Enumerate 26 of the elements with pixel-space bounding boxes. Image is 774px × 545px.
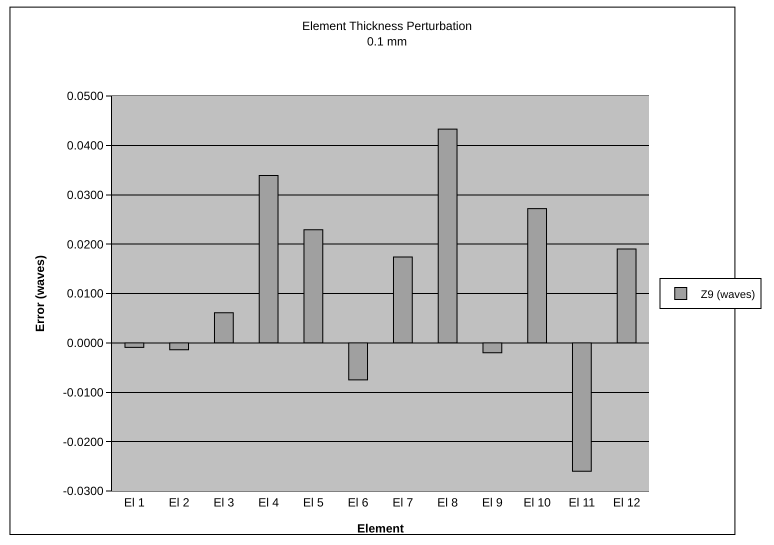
x-tick-label: El 5	[303, 495, 324, 510]
x-tick-label: El 1	[124, 495, 146, 510]
x-tick-label: El 4	[258, 495, 280, 510]
x-tick-label: El 10	[523, 495, 552, 510]
x-tick-label: El 9	[482, 495, 504, 510]
x-tick-label: El 7	[392, 495, 414, 510]
x-tick-label: El 2	[168, 495, 190, 510]
legend-label: Z9 (waves)	[700, 288, 756, 301]
x-tick-label: El 6	[348, 495, 369, 510]
y-axis-title: Error (waves)	[33, 255, 48, 332]
y-tick-label: -0.0200	[62, 434, 104, 449]
x-tick-label: El 3	[214, 495, 235, 510]
y-tick-label: 0.0000	[66, 336, 104, 350]
y-tick-label: 0.0500	[66, 89, 104, 104]
x-tick-label: El 12	[612, 495, 641, 510]
x-tick-label: El 11	[568, 495, 596, 510]
x-axis-title: Element	[357, 521, 404, 536]
y-tick-label: -0.0100	[62, 385, 104, 400]
y-tick-label: 0.0300	[66, 188, 104, 202]
y-tick-label: 0.0100	[66, 286, 104, 301]
y-tick-label: -0.0300	[62, 484, 104, 498]
y-tick-label: 0.0200	[66, 237, 104, 252]
x-tick-label: El 8	[437, 495, 458, 510]
chart-subtitle: 0.1 mm	[366, 34, 408, 49]
chart-title: Element Thickness Perturbation	[302, 18, 472, 33]
y-tick-label: 0.0400	[66, 138, 104, 153]
